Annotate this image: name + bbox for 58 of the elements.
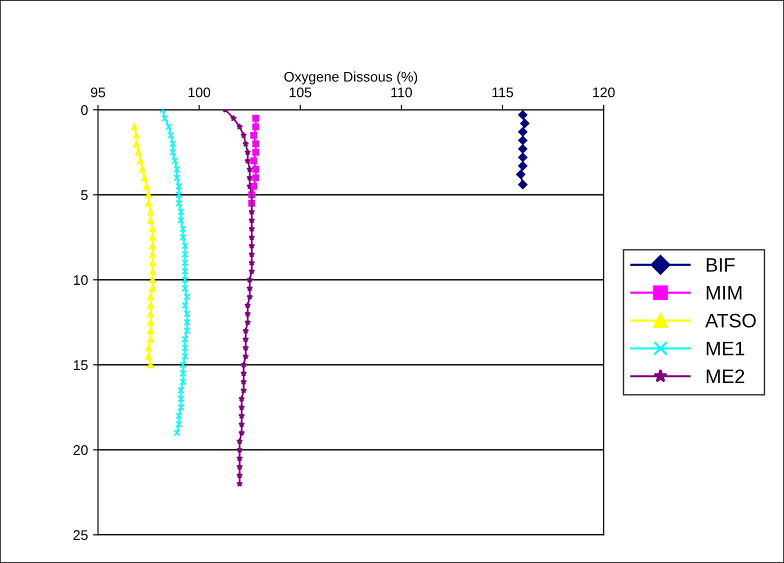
y-tick-label: 5	[81, 190, 88, 200]
x-tick-label: 110	[391, 87, 412, 98]
y-tick-label: 20	[74, 445, 88, 456]
point	[179, 370, 186, 377]
point	[177, 386, 184, 394]
x-tick-label: 95	[90, 87, 106, 98]
x-tick-label: 105	[290, 87, 312, 98]
legend-label: ME2	[706, 369, 744, 384]
point	[179, 234, 186, 241]
point	[175, 200, 182, 207]
point	[167, 132, 174, 139]
point	[169, 140, 176, 148]
point	[182, 336, 188, 343]
point	[182, 352, 188, 360]
point	[184, 310, 190, 318]
point	[175, 182, 182, 190]
point	[175, 412, 182, 420]
point	[182, 242, 188, 250]
x-tick-label: 100	[188, 87, 210, 98]
point	[173, 174, 180, 182]
point	[173, 429, 180, 436]
point	[179, 225, 186, 232]
y-tick-label: 25	[74, 530, 88, 540]
point	[179, 378, 186, 386]
point	[184, 293, 190, 300]
y-tick-label: 10	[74, 275, 88, 285]
point	[182, 259, 188, 266]
point	[184, 318, 190, 326]
point	[182, 344, 188, 352]
point	[173, 166, 180, 173]
x-tick-label: 115	[492, 88, 514, 98]
y-tick-label: 0	[81, 105, 88, 115]
point	[182, 284, 188, 292]
legend-label: MIM	[706, 286, 742, 300]
point	[165, 123, 172, 130]
point	[177, 395, 184, 402]
point	[169, 148, 176, 156]
point	[177, 208, 184, 216]
x-tick-label: 120	[593, 87, 615, 98]
point	[177, 404, 184, 411]
point	[175, 420, 182, 428]
point	[177, 216, 184, 224]
point	[182, 268, 188, 275]
point	[171, 157, 178, 164]
point	[175, 191, 182, 198]
point	[161, 114, 168, 122]
point	[184, 327, 190, 334]
point	[179, 361, 186, 368]
point	[182, 302, 188, 309]
point	[182, 250, 188, 258]
legend-label: BIF	[706, 258, 735, 272]
legend-label: ATSO	[705, 314, 756, 328]
y-tick-label: 15	[74, 360, 88, 370]
point	[130, 123, 138, 130]
x-axis-title: Oxygene Dissous (%)	[284, 71, 418, 84]
legend-label: ME1	[706, 342, 744, 356]
point	[182, 276, 188, 284]
point	[147, 361, 154, 368]
